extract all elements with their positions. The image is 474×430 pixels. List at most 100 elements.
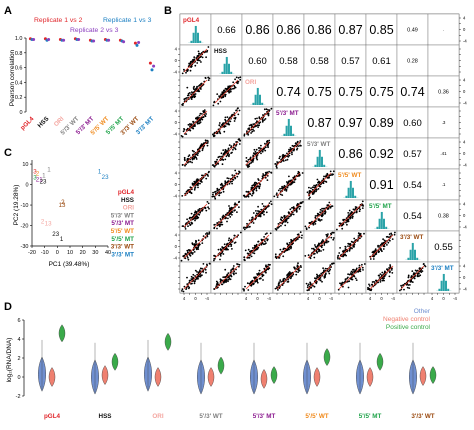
panel-b-scatter-point <box>246 130 248 133</box>
panel-b-histogram-bar <box>440 280 443 291</box>
panel-b-scatter-point <box>316 214 319 217</box>
panel-b-scatter-point <box>196 117 198 119</box>
panel-c-legend-entry: HSS <box>121 197 134 204</box>
panel-b-cell <box>303 75 336 108</box>
panel-b-scatter-point <box>265 108 268 111</box>
panel-a-y-tick-label: 0.2 <box>15 95 23 101</box>
panel-b-scatter-point <box>287 280 290 283</box>
panel-b-correlation-value: .1 <box>442 182 446 187</box>
panel-b-scatter-point <box>322 207 325 210</box>
panel-b-scatter-point <box>255 189 258 192</box>
panel-b-scatter-point <box>308 226 310 229</box>
panel-b-correlation-value: 0.55 <box>434 242 453 253</box>
panel-b-bottom-tick-label: 0 <box>256 296 259 301</box>
panel-b-scatter-point <box>219 255 222 257</box>
panel-b-scatter-point <box>220 97 223 99</box>
panel-b-scatter-point <box>233 209 236 212</box>
panel-b-scatter-point <box>252 123 255 126</box>
panel-b-scatter-point <box>226 220 228 223</box>
panel-b-scatter-point <box>191 183 194 186</box>
panel-b-scatter-point <box>289 179 292 182</box>
panel-b-scatter-point <box>400 284 402 287</box>
panel-b-scatter-point <box>270 107 273 110</box>
panel-b-scatter-point <box>220 252 223 255</box>
panel-b-scatter-point <box>251 158 254 161</box>
panel-d-violin-positive <box>164 332 172 351</box>
panel-b-scatter-point <box>224 150 227 153</box>
panel-b-bottom-tick-label: 4 <box>431 296 434 301</box>
panel-b-scatter-point <box>199 182 201 185</box>
panel-b-scatter-point <box>195 179 198 182</box>
panel-a-data-point <box>137 40 141 44</box>
panel-b-scatter-point <box>315 190 317 193</box>
panel-b-scatter-point <box>286 158 289 161</box>
panel-b-scatter-point <box>328 201 331 204</box>
panel-b-scatter-point <box>386 244 388 246</box>
panel-b-scatter-point <box>382 279 385 281</box>
panel-b-scatter-point <box>181 195 184 197</box>
panel-b-cell <box>334 44 367 77</box>
panel-b-scatter-point <box>258 269 261 272</box>
panel-b-fit-line <box>245 172 270 197</box>
panel-b-right-tick-label: -4 <box>463 101 467 106</box>
panel-b-scatter-point <box>201 274 203 277</box>
panel-b-scatter-point <box>217 248 220 251</box>
panel-b-scatter-point <box>244 249 247 252</box>
panel-b-scatter-point <box>358 264 361 267</box>
panel-b-scatter-point <box>355 211 358 214</box>
panel-b-scatter-point <box>196 183 199 186</box>
panel-b-scatter-point <box>196 85 199 88</box>
panel-b-scatter-point <box>252 212 255 214</box>
panel-b-cell <box>427 168 460 201</box>
panel-b-histogram-bar <box>259 94 261 105</box>
panel-b-scatter-point <box>286 217 289 220</box>
panel-c-sample-label: 23 <box>52 231 59 238</box>
panel-b-scatter-point <box>234 78 237 81</box>
panel-b-scatter-point <box>292 213 295 216</box>
panel-b-scatter-point <box>198 59 201 62</box>
panel-b-scatter-point <box>181 225 184 228</box>
panel-b-scatter-point <box>342 281 344 284</box>
panel-b-scatter-point <box>324 273 327 276</box>
panel-b-scatter-point <box>267 146 269 149</box>
panel-b-scatter-point <box>231 213 233 216</box>
panel-b-scatter-point <box>208 207 210 210</box>
panel-b-scatter-point <box>378 245 381 247</box>
panel-b-scatter-point <box>288 272 291 275</box>
panel-b-scatter-point <box>257 126 259 128</box>
panel-b-scatter-point <box>307 284 309 287</box>
panel-b-scatter-point <box>290 247 292 250</box>
panel-b-scatter-point <box>309 283 312 286</box>
panel-b-scatter-point <box>266 179 269 182</box>
panel-b-cell <box>396 168 429 201</box>
panel-b-scatter-point <box>382 248 385 250</box>
panel-b-scatter-point <box>324 267 327 270</box>
panel-b-scatter-point <box>216 132 219 135</box>
panel-b-scatter-point <box>316 245 319 248</box>
panel-b-scatter-point <box>322 248 325 251</box>
panel-b-histogram-bar <box>318 149 321 167</box>
panel-b-scatter-point <box>206 174 209 176</box>
panel-b-scatter-point <box>291 151 293 154</box>
panel-b-scatter-point <box>342 255 345 257</box>
panel-b-scatter-point <box>282 255 285 258</box>
panel-b-scatter-point <box>192 252 194 254</box>
panel-b-scatter-point <box>372 250 375 253</box>
panel-b-scatter-point <box>412 273 415 276</box>
panel-b-scatter-point <box>192 120 195 123</box>
panel-b-scatter-point <box>337 288 340 291</box>
panel-b-scatter-point <box>189 62 192 65</box>
panel-b-scatter-point <box>346 223 348 226</box>
panel-b-bottom-tick-label: -4 <box>329 296 333 301</box>
panel-b-scatter-point <box>231 180 234 183</box>
panel-b-scatter-point <box>296 141 299 144</box>
panel-b-scatter-point <box>299 140 302 142</box>
panel-b-scatter-point <box>311 247 313 250</box>
panel-b-scatter-point <box>238 200 241 203</box>
panel-b-scatter-point <box>230 146 232 149</box>
panel-b-histogram-bar <box>292 133 295 136</box>
panel-b-scatter-point <box>279 248 282 251</box>
panel-b-histogram-bar <box>190 40 193 43</box>
panel-b-scatter-point <box>341 227 344 230</box>
panel-b-scatter-point <box>260 208 263 211</box>
